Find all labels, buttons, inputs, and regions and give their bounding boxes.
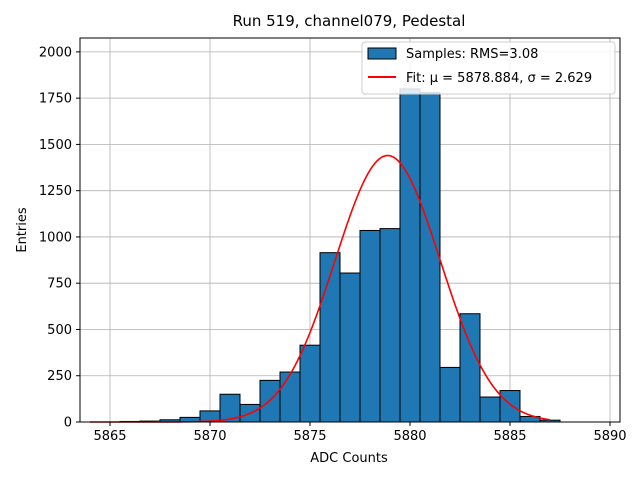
x-axis-ticks: 5865 5870 5875 5880 5885 5890	[93, 422, 627, 444]
x-tick-label: 5875	[293, 429, 326, 444]
legend-label-fit: Fit: μ = 5878.884, σ = 2.629	[406, 71, 592, 86]
histogram-bar	[359, 229, 381, 423]
histogram-bar	[499, 390, 521, 423]
x-tick-label: 5890	[593, 429, 626, 444]
x-tick-label: 5880	[393, 429, 426, 444]
x-axis-label: ADC Counts	[310, 451, 388, 466]
y-tick-label: 1250	[39, 184, 72, 199]
y-tick-label: 750	[47, 277, 72, 292]
histogram-bar	[339, 272, 361, 423]
y-tick-label: 500	[47, 323, 72, 338]
legend-box	[361, 41, 616, 95]
plot-frame	[79, 37, 621, 423]
y-tick-label: 2000	[39, 45, 72, 60]
histogram-bar	[419, 92, 441, 423]
legend-label-samples: Samples: RMS=3.08	[406, 47, 538, 62]
x-tick-label: 5865	[93, 429, 126, 444]
histogram-bar	[299, 344, 321, 423]
grid	[80, 38, 620, 423]
legend-patch-samples	[367, 47, 397, 60]
y-tick-label: 250	[47, 369, 72, 384]
bars	[119, 88, 561, 423]
histogram-bar	[399, 88, 421, 423]
legend: Samples: RMS=3.08 Fit: μ = 5878.884, σ =…	[361, 41, 616, 95]
histogram-bar	[479, 396, 501, 423]
y-axis-ticks: 0 250 500 750 1000 1250 1500 1750 2000	[39, 45, 80, 431]
y-tick-label: 0	[64, 416, 72, 431]
x-tick-label: 5885	[493, 429, 526, 444]
x-tick-label: 5870	[193, 429, 226, 444]
histogram-bar	[439, 366, 461, 423]
y-tick-label: 1500	[39, 138, 72, 153]
histogram-bar	[279, 371, 301, 423]
y-axis-label: Entries	[15, 207, 30, 253]
histogram-bar	[459, 313, 481, 423]
histogram-bar	[379, 228, 401, 423]
y-tick-label: 1000	[39, 230, 72, 245]
chart-title: Run 519, channel079, Pedestal	[233, 12, 466, 30]
y-tick-label: 1750	[39, 92, 72, 107]
